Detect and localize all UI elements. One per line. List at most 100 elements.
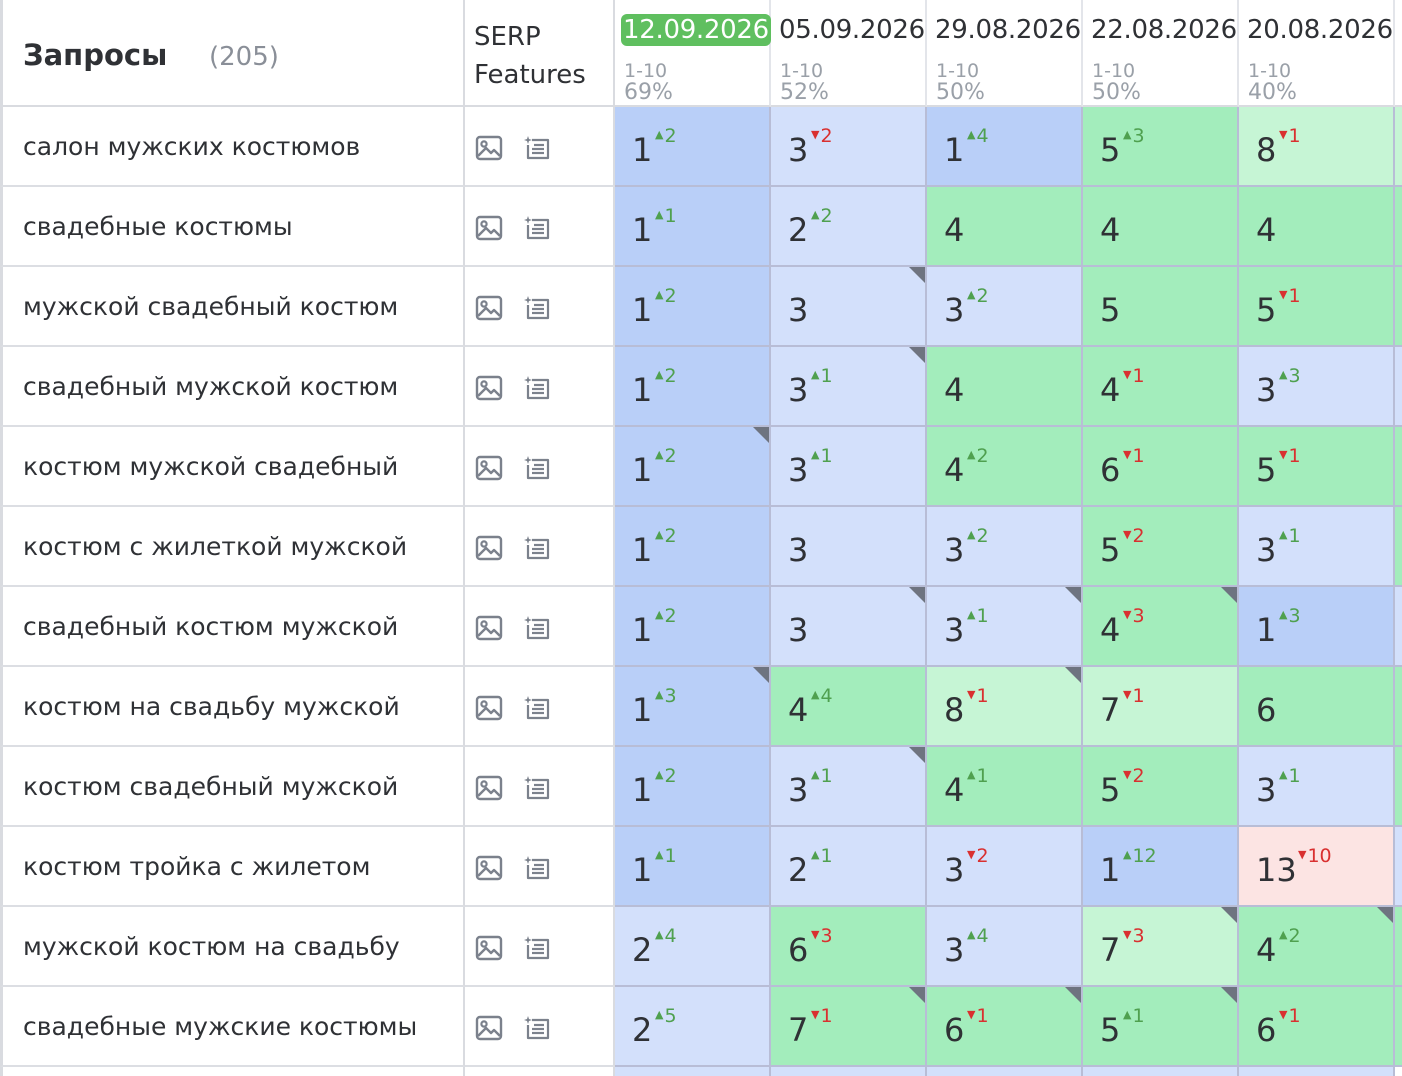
position-cell[interactable]: 1 ▲4	[927, 107, 1083, 187]
date-column-header[interactable]: 29.08.2026 1-10 50%	[927, 0, 1083, 107]
position-cell[interactable]: 1 ▲2	[615, 507, 771, 587]
query-text[interactable]: свадебный мужской костюм	[23, 372, 399, 401]
position-cell[interactable]: 1 ▲1	[615, 827, 771, 907]
query-cell[interactable]: свадебные костюмы	[0, 187, 465, 267]
query-text[interactable]: костюм на свадьбу мужской	[23, 692, 400, 721]
position-cell[interactable]: 7 ▼1	[1083, 667, 1239, 747]
position-cell[interactable]: 3 ▼2	[927, 827, 1083, 907]
queries-header[interactable]: Запросы (205)	[0, 0, 465, 107]
position-cell[interactable]: 2 ▲5	[615, 987, 771, 1067]
image-icon[interactable]	[474, 933, 504, 963]
position-cell[interactable]: 5 ▲3	[1083, 107, 1239, 187]
position-cell[interactable]: 1 ▲2	[615, 747, 771, 827]
image-icon[interactable]	[474, 773, 504, 803]
position-cell[interactable]: 4 ▼3	[1083, 587, 1239, 667]
query-text[interactable]: свадебные мужские костюмы	[23, 1012, 418, 1041]
note-marker-icon[interactable]	[909, 267, 925, 283]
query-text[interactable]: мужской свадебный костюм	[23, 292, 399, 321]
position-cell[interactable]: 3 ▼2	[771, 107, 927, 187]
query-text[interactable]: костюм с жилеткой мужской	[23, 532, 408, 561]
position-cell[interactable]: 5 ▼2	[1083, 747, 1239, 827]
position-cell[interactable]: 3 ▲1	[1239, 507, 1395, 587]
query-text[interactable]: костюм тройка с жилетом	[23, 852, 371, 881]
image-icon[interactable]	[474, 613, 504, 643]
query-cell[interactable]: салон мужских костюмов	[0, 107, 465, 187]
query-cell[interactable]: костюм на свадьбу мужской	[0, 667, 465, 747]
image-icon[interactable]	[474, 533, 504, 563]
position-cell[interactable]: 5 ▲1	[1083, 987, 1239, 1067]
position-cell[interactable]: 8 ▼1	[927, 667, 1083, 747]
position-cell[interactable]: 4 ▲1	[927, 747, 1083, 827]
featured-snippet-icon[interactable]	[523, 213, 553, 243]
featured-snippet-icon[interactable]	[523, 373, 553, 403]
note-marker-icon[interactable]	[753, 427, 769, 443]
position-cell[interactable]: 7 ▼3	[1083, 907, 1239, 987]
position-cell[interactable]: 6 ▼1	[927, 987, 1083, 1067]
note-marker-icon[interactable]	[1221, 907, 1237, 923]
position-cell[interactable]: 5 ▼1	[1239, 267, 1395, 347]
featured-snippet-icon[interactable]	[523, 533, 553, 563]
image-icon[interactable]	[474, 293, 504, 323]
position-cell[interactable]: 4 ▲4	[771, 667, 927, 747]
query-text[interactable]: свадебный костюм мужской	[23, 612, 399, 641]
date-column-header[interactable]: 12.09.2026 1-10 69%	[615, 0, 771, 107]
featured-snippet-icon[interactable]	[523, 853, 553, 883]
position-cell[interactable]: 3	[771, 267, 927, 347]
image-icon[interactable]	[474, 373, 504, 403]
note-marker-icon[interactable]	[1065, 987, 1081, 1003]
note-marker-icon[interactable]	[1221, 987, 1237, 1003]
query-cell[interactable]: свадебный мужской костюм	[0, 347, 465, 427]
position-cell[interactable]	[615, 1067, 771, 1076]
query-cell[interactable]: костюм тройка с жилетом	[0, 827, 465, 907]
featured-snippet-icon[interactable]	[523, 613, 553, 643]
position-cell[interactable]: 4	[927, 347, 1083, 427]
position-cell[interactable]: 8 ▼1	[1239, 107, 1395, 187]
query-text[interactable]: костюм мужской свадебный	[23, 452, 399, 481]
query-cell[interactable]: свадебный костюм мужской	[0, 587, 465, 667]
date-column-header[interactable]: 05.09.2026 1-10 52%	[771, 0, 927, 107]
position-cell[interactable]: 3	[771, 587, 927, 667]
query-text[interactable]: мужской костюм на свадьбу	[23, 932, 400, 961]
position-cell[interactable]: 3 ▲4	[927, 907, 1083, 987]
position-cell[interactable]: 5 ▼2	[1083, 507, 1239, 587]
position-cell[interactable]: 1 ▲3	[1239, 587, 1395, 667]
position-cell[interactable]: 6 ▼1	[1239, 987, 1395, 1067]
featured-snippet-icon[interactable]	[523, 133, 553, 163]
position-cell[interactable]: 3 ▲2	[927, 267, 1083, 347]
featured-snippet-icon[interactable]	[523, 693, 553, 723]
query-text[interactable]: костюм свадебный мужской	[23, 772, 399, 801]
image-icon[interactable]	[474, 453, 504, 483]
note-marker-icon[interactable]	[1377, 907, 1393, 923]
position-cell[interactable]: 3 ▲1	[927, 587, 1083, 667]
position-cell[interactable]: 1 ▲2	[615, 107, 771, 187]
position-cell[interactable]: 4	[927, 187, 1083, 267]
image-icon[interactable]	[474, 213, 504, 243]
query-cell[interactable]: костюм свадебный мужской	[0, 747, 465, 827]
position-cell[interactable]: 4 ▲2	[927, 427, 1083, 507]
position-cell[interactable]	[771, 1067, 927, 1076]
position-cell[interactable]: 6 ▼3	[771, 907, 927, 987]
position-cell[interactable]: 5 ▼1	[1239, 427, 1395, 507]
column-date[interactable]: 05.09.2026	[779, 15, 925, 45]
position-cell[interactable]: 3 ▲2	[927, 507, 1083, 587]
query-cell[interactable]: мужской костюм на свадьбу	[0, 907, 465, 987]
position-cell[interactable]: 3 ▲1	[771, 427, 927, 507]
note-marker-icon[interactable]	[753, 667, 769, 683]
position-cell[interactable]: 1 ▲12	[1083, 827, 1239, 907]
position-cell[interactable]: 2 ▲4	[615, 907, 771, 987]
date-column-header[interactable]: 20.08.2026 1-10 40%	[1239, 0, 1395, 107]
image-icon[interactable]	[474, 133, 504, 163]
note-marker-icon[interactable]	[909, 587, 925, 603]
featured-snippet-icon[interactable]	[523, 933, 553, 963]
position-cell[interactable]: 7 ▼1	[771, 987, 927, 1067]
position-cell[interactable]	[1083, 1067, 1239, 1076]
note-marker-icon[interactable]	[1065, 667, 1081, 683]
position-cell[interactable]: 5	[1083, 267, 1239, 347]
position-cell[interactable]: 3 ▲3	[1239, 347, 1395, 427]
note-marker-icon[interactable]	[909, 747, 925, 763]
featured-snippet-icon[interactable]	[523, 453, 553, 483]
note-marker-icon[interactable]	[1065, 587, 1081, 603]
query-text[interactable]: свадебные костюмы	[23, 212, 293, 241]
image-icon[interactable]	[474, 853, 504, 883]
position-cell[interactable]: 4 ▼1	[1083, 347, 1239, 427]
